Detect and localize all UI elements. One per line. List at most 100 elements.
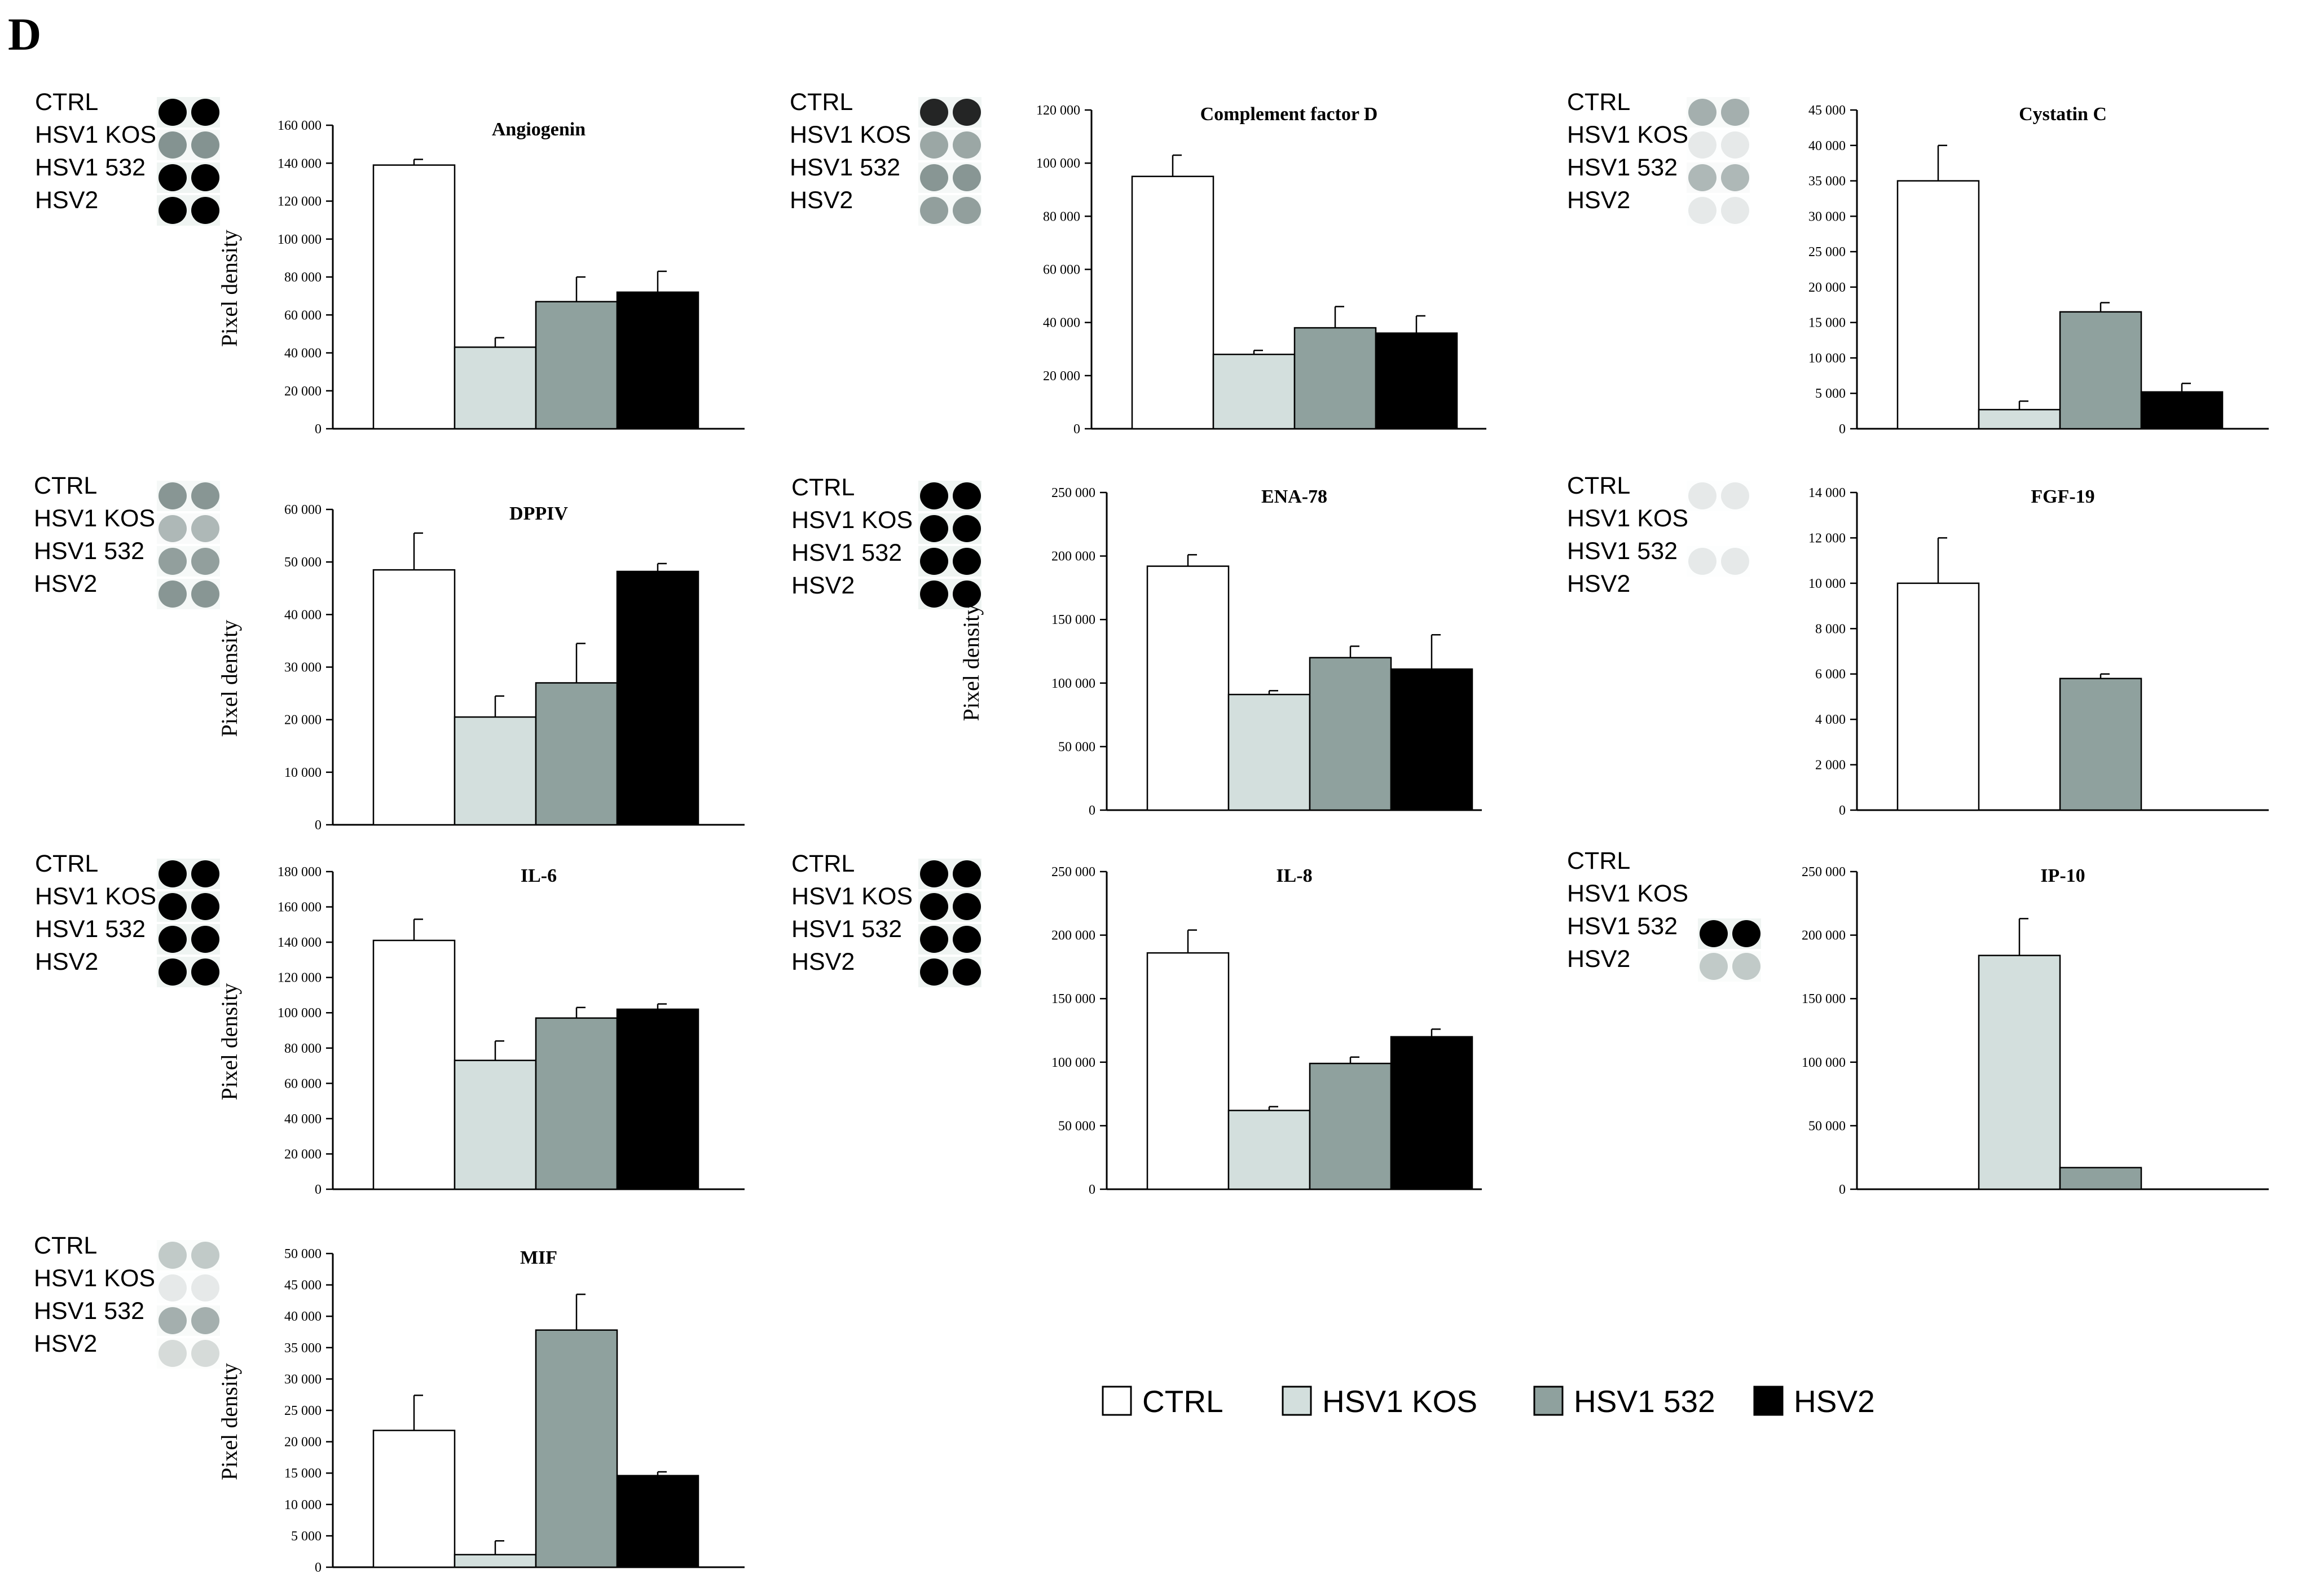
blot-label: HSV1 532: [790, 154, 900, 181]
y-tick-label: 50 000: [1058, 1119, 1095, 1133]
blot-label: HSV2: [35, 187, 98, 214]
blot-spot: [191, 860, 219, 887]
blot-spot: [1688, 131, 1716, 159]
blot-label: HSV1 KOS: [1567, 880, 1688, 907]
blot-label: HSV1 532: [791, 539, 902, 566]
blot-spot: [191, 893, 219, 920]
blot-spot: [953, 958, 981, 986]
blot-spot: [1721, 197, 1749, 224]
blot-spot: [1721, 131, 1749, 159]
blot-spot: [159, 958, 187, 986]
bar-hsv1-kos: [454, 1059, 537, 1190]
y-tick-label: 10 000: [284, 1498, 322, 1512]
blot-label: HSV1 532: [1567, 538, 1678, 565]
chart-title: ENA-78: [1261, 486, 1327, 507]
blot-tile: [1687, 97, 1750, 127]
bar-hsv1-kos: [1978, 408, 2061, 430]
blot-spot: [191, 515, 219, 542]
y-tick-label: 45 000: [1808, 103, 1846, 118]
y-tick-label: 14 000: [1808, 486, 1846, 500]
blot-label: HSV1 KOS: [35, 121, 156, 148]
y-tick-label: 150 000: [1051, 992, 1095, 1006]
legend-label: CTRL: [1142, 1384, 1223, 1419]
y-tick-label: 40 000: [1808, 139, 1846, 153]
bar-hsv2: [616, 1008, 699, 1190]
y-axis-label: Pixel density: [217, 230, 242, 347]
blot-label: HSV1 KOS: [34, 1265, 155, 1292]
legend-swatch: [1533, 1386, 1564, 1416]
bar-hsv1-532: [535, 301, 618, 430]
y-tick-label: 12 000: [1808, 531, 1846, 546]
y-tick-label: 0: [1839, 422, 1846, 437]
blot-label: HSV1 532: [791, 916, 902, 943]
blot-spot: [191, 1307, 219, 1334]
blot-spot: [920, 164, 948, 191]
blot-image: [157, 481, 220, 609]
blot-image: [1687, 97, 1750, 226]
y-tick-label: 200 000: [1051, 549, 1095, 564]
chart-panel-ip-10: CTRL HSV1 KOS HSV1 532 HSV2 0 50 000 100 000 15…: [1567, 847, 2269, 1197]
y-tick-label: 10 000: [1808, 351, 1846, 366]
blot-label: HSV1 532: [34, 538, 144, 565]
bar-hsv1-kos: [1978, 955, 2061, 1190]
blot-spot: [191, 1242, 219, 1269]
y-tick-label: 20 000: [284, 384, 322, 399]
y-tick-label: 80 000: [284, 270, 322, 285]
y-tick-label: 10 000: [1808, 577, 1846, 591]
blot-tile: [157, 1240, 220, 1270]
bar-hsv1-532: [1309, 1062, 1392, 1190]
y-tick-label: 50 000: [1058, 740, 1095, 754]
blot-spot: [1721, 548, 1749, 575]
blot-spot: [159, 515, 187, 542]
blot-image: [157, 97, 220, 226]
blot-spot: [1700, 920, 1728, 947]
y-tick-label: 15 000: [1808, 316, 1846, 331]
blot-spot: [159, 482, 187, 509]
y-tick-label: 35 000: [1808, 174, 1846, 189]
bar-hsv1-532: [2059, 678, 2142, 811]
blot-label: CTRL: [791, 474, 855, 501]
blot-spot: [953, 860, 981, 887]
bar-hsv1-532: [2059, 1167, 2142, 1190]
blot-spot: [953, 99, 981, 126]
chart-title: Angiogenin: [492, 119, 586, 140]
blot-tile: [1687, 130, 1750, 160]
y-tick-label: 0: [315, 422, 322, 437]
blot-spot: [191, 581, 219, 608]
y-tick-label: 30 000: [1808, 209, 1846, 224]
chart-title: Cystatin C: [2019, 104, 2107, 125]
blot-spot: [191, 164, 219, 191]
blot-tile: [157, 1273, 220, 1303]
blot-spot: [191, 99, 219, 126]
blot-image: [157, 859, 220, 987]
blot-image: [157, 1240, 220, 1369]
y-tick-label: 2 000: [1815, 758, 1846, 773]
y-tick-label: 60 000: [284, 503, 322, 517]
panel-letter: D: [8, 8, 41, 60]
y-tick-label: 0: [315, 1182, 322, 1197]
chart-panel-cystatin-c: CTRL HSV1 KOS HSV1 532 HSV2 0 5 000 10 000 15 0…: [1567, 89, 2269, 437]
blot-spot: [920, 893, 948, 920]
blot-spot: [191, 926, 219, 953]
y-tick-label: 60 000: [284, 1076, 322, 1091]
chart-title: MIF: [520, 1247, 557, 1268]
blot-spot: [953, 548, 981, 575]
blot-label: HSV1 KOS: [1567, 505, 1688, 532]
blot-spot: [191, 548, 219, 575]
y-tick-label: 100 000: [1802, 1056, 1846, 1070]
bar-hsv2: [1390, 1036, 1473, 1190]
blot-spot: [920, 860, 948, 887]
blot-label: HSV2: [34, 1330, 97, 1357]
y-tick-label: 0: [1089, 1182, 1095, 1197]
y-tick-label: 25 000: [1808, 245, 1846, 260]
y-tick-label: 160 000: [278, 900, 322, 915]
blot-spot: [1688, 197, 1716, 224]
blot-spot: [953, 131, 981, 159]
blot-label: CTRL: [1567, 89, 1630, 116]
blot-tile: [1687, 195, 1750, 226]
y-tick-label: 40 000: [1043, 316, 1080, 331]
blot-spot: [1688, 164, 1716, 191]
blot-image: [1687, 481, 1750, 577]
y-tick-label: 50 000: [1808, 1119, 1846, 1133]
